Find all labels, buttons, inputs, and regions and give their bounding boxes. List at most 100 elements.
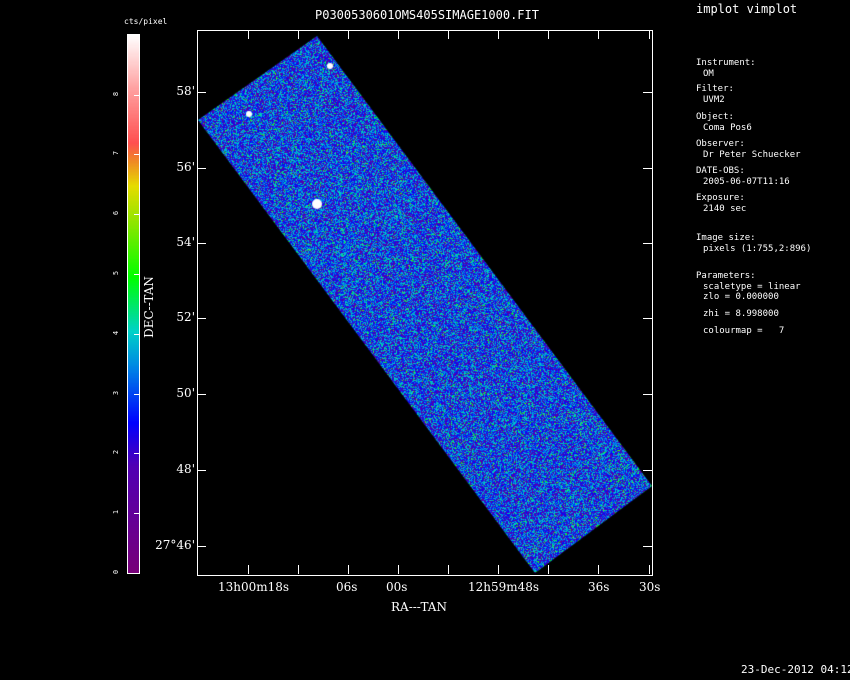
colorbar [127,34,140,574]
x-axis-label: RA---TAN [391,600,447,614]
colorbar-tick [134,274,139,275]
y-tick-label: 58' [176,84,195,98]
colorbar-tick-label: 3 [112,391,120,395]
info-value: pixels (1:755,2:896) [696,244,811,255]
x-tick [598,565,599,574]
colorbar-tick [134,154,139,155]
info-item: Instrument: OM [696,58,756,80]
colorbar-tick-label: 6 [112,211,120,215]
y-tick [643,168,652,169]
colorbar-tick-label: 1 [112,510,120,514]
info-label: Parameters: [696,271,801,282]
x-tick [649,30,650,39]
y-tick [643,394,652,395]
x-tick [498,30,499,39]
info-item: zlo = 0.000000 [696,292,779,303]
y-axis-label: DEC--TAN [142,276,156,338]
colorbar-tick-label: 8 [112,92,120,96]
info-label: Instrument: [696,58,756,69]
x-tick [248,30,249,39]
y-tick [643,243,652,244]
x-tick [448,565,449,574]
y-tick [643,470,652,471]
x-tick-label: 13h00m18s [218,580,289,594]
y-tick [643,546,652,547]
info-item: Image size: pixels (1:755,2:896) [696,233,811,255]
info-value: OM [696,69,756,80]
timestamp: 23-Dec-2012 04:12 [741,663,850,676]
y-tick-label: 50' [176,386,195,400]
info-label: Object: [696,112,752,123]
colorbar-tick [134,214,139,215]
x-tick-label: 12h59m48s [468,580,539,594]
x-tick [548,565,549,574]
x-tick [598,30,599,39]
y-tick [197,546,206,547]
x-tick [398,30,399,39]
colorbar-tick [134,334,139,335]
colorbar-tick-label: 2 [112,450,120,454]
x-tick [298,30,299,39]
y-tick [197,394,206,395]
info-value: colourmap = 7 [696,326,784,337]
info-value: zlo = 0.000000 [696,292,779,303]
info-label: Image size: [696,233,811,244]
colorbar-tick-label: 4 [112,331,120,335]
colorbar-tick-label: 7 [112,151,120,155]
info-item: DATE-OBS: 2005-06-07T11:16 [696,166,790,188]
info-item: colourmap = 7 [696,326,784,337]
info-value: 2140 sec [696,204,746,215]
colorbar-tick-label: 5 [112,271,120,275]
y-tick-label: 27°46' [155,538,195,552]
x-tick [498,565,499,574]
colorbar-tick-label: 0 [112,570,120,574]
y-tick-label: 54' [176,235,195,249]
info-value: zhi = 8.998000 [696,309,779,320]
y-tick [643,318,652,319]
colorbar-label: cts/pixel [124,17,167,26]
y-tick-label: 52' [176,310,195,324]
x-tick-label: 36s [588,580,609,594]
x-tick [649,565,650,574]
info-item: Parameters: scaletype = linear [696,271,801,293]
x-tick [348,30,349,39]
colorbar-tick [134,95,139,96]
y-tick-label: 56' [176,160,195,174]
y-tick [197,243,206,244]
y-tick [643,92,652,93]
x-tick [248,565,249,574]
colorbar-tick [134,394,139,395]
y-tick [197,318,206,319]
info-label: Observer: [696,139,801,150]
x-tick [398,565,399,574]
y-tick [197,92,206,93]
plot-frame [197,30,653,576]
plot-title: P0300530601OMS405SIMAGE1000.FIT [315,8,539,22]
x-tick-label: 06s [336,580,357,594]
info-item: Observer: Dr Peter Schuecker [696,139,801,161]
y-tick [197,168,206,169]
colorbar-tick [134,573,139,574]
info-label: Exposure: [696,193,746,204]
info-label: Filter: [696,84,734,95]
info-label: DATE-OBS: [696,166,790,177]
colorbar-tick [134,453,139,454]
info-item: Filter: UVM2 [696,84,734,106]
window-title: implot vimplot [696,2,797,16]
x-tick [448,30,449,39]
info-value: Dr Peter Schuecker [696,150,801,161]
x-tick-label: 00s [386,580,407,594]
info-item: zhi = 8.998000 [696,309,779,320]
x-tick [298,565,299,574]
info-value: 2005-06-07T11:16 [696,177,790,188]
info-item: Exposure: 2140 sec [696,193,746,215]
info-value: UVM2 [696,95,734,106]
x-tick [548,30,549,39]
info-item: Object: Coma Pos6 [696,112,752,134]
x-tick-label: 30s [639,580,660,594]
x-tick [348,565,349,574]
info-value: Coma Pos6 [696,123,752,134]
y-tick-label: 48' [176,462,195,476]
colorbar-tick [134,513,139,514]
y-tick [197,470,206,471]
